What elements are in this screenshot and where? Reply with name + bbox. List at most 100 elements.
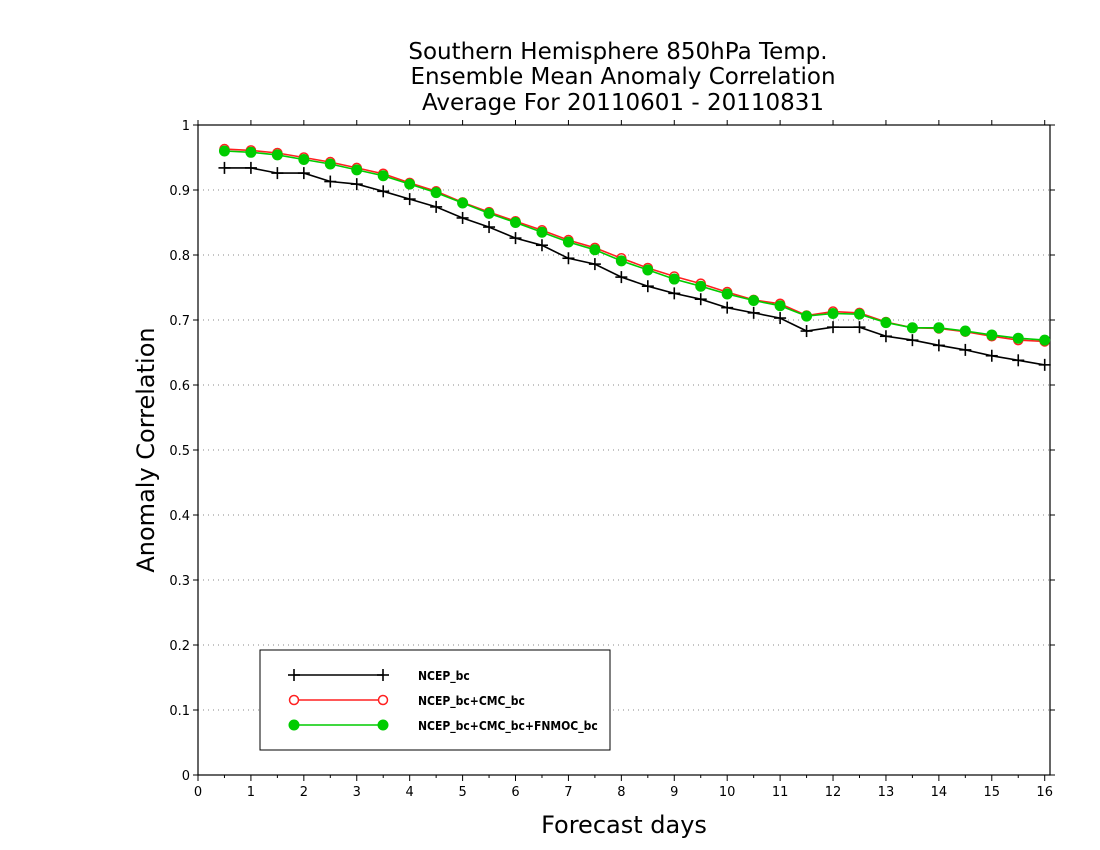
- x-tick-label: 3: [353, 785, 361, 800]
- data-point: [324, 158, 336, 170]
- legend-marker: [288, 694, 300, 706]
- chart-title: Southern Hemisphere 850hPa Temp. Ensembl…: [408, 39, 835, 116]
- data-point: [536, 226, 548, 238]
- x-tick-label: 13: [878, 785, 895, 800]
- x-tick-label: 9: [670, 785, 678, 800]
- data-point: [298, 153, 310, 165]
- y-tick-label: 0.1: [169, 704, 190, 719]
- data-point: [642, 264, 654, 276]
- series-line: [224, 150, 1045, 341]
- y-tick-label: 0.9: [169, 184, 190, 199]
- y-tick-label: 0.8: [169, 249, 190, 264]
- data-point: [483, 207, 495, 219]
- x-tick-label: 11: [772, 785, 789, 800]
- y-tick-label: 0.4: [169, 509, 190, 524]
- data-point: [933, 322, 945, 334]
- legend-item: NCEP_bc: [288, 669, 470, 684]
- data-point: [509, 232, 522, 245]
- data-point: [694, 293, 707, 306]
- x-tick-label: 10: [719, 785, 736, 800]
- series-2: [219, 143, 1050, 347]
- legend-label: NCEP_bc+CMC_bc+FNMOC_bc: [418, 719, 598, 734]
- data-point: [800, 325, 813, 338]
- x-tick-label: 14: [931, 785, 948, 800]
- legend-marker: [377, 669, 389, 681]
- data-point: [986, 329, 998, 341]
- series-line: [224, 148, 1045, 343]
- y-tick-label: 0: [182, 769, 190, 784]
- data-point: [641, 280, 654, 293]
- data-point: [244, 161, 257, 174]
- y-tick-label: 0.7: [169, 314, 190, 329]
- title-line-1: Southern Hemisphere 850hPa Temp.: [408, 39, 827, 65]
- x-tick-label: 16: [1036, 785, 1053, 800]
- x-tick-label: 2: [300, 785, 308, 800]
- data-point: [562, 252, 575, 265]
- data-point: [589, 244, 601, 256]
- data-point: [959, 325, 971, 337]
- x-tick-label: 15: [984, 785, 1001, 800]
- data-point: [245, 146, 257, 158]
- data-point: [1039, 334, 1051, 346]
- x-axis-label: Forecast days: [541, 811, 707, 839]
- data-point: [721, 301, 734, 314]
- x-tick-label: 1: [247, 785, 255, 800]
- data-point: [510, 217, 522, 228]
- legend-label: NCEP_bc: [418, 669, 470, 684]
- data-point: [1012, 332, 1024, 344]
- data-point: [747, 306, 760, 319]
- y-axis-label: Anomaly Correlation: [132, 327, 160, 572]
- data-point: [879, 330, 892, 343]
- data-point: [959, 343, 972, 356]
- data-point: [748, 295, 760, 306]
- data-point: [483, 221, 496, 234]
- data-point: [377, 185, 390, 198]
- data-point: [562, 236, 574, 248]
- series-lines: [218, 143, 1051, 371]
- data-point: [668, 287, 681, 300]
- legend-marker: [377, 719, 389, 731]
- data-point: [535, 239, 548, 252]
- data-point: [827, 308, 839, 319]
- data-point: [906, 334, 919, 347]
- legend-item: NCEP_bc+CMC_bc+FNMOC_bc: [288, 719, 598, 734]
- data-point: [801, 310, 813, 322]
- data-point: [324, 175, 337, 188]
- data-point: [774, 312, 787, 325]
- legend: NCEP_bc NCEP_bc+CMC_bc NCEP_bc+CMC_bc+FNMO…: [259, 649, 611, 751]
- data-point: [297, 167, 310, 180]
- data-point: [932, 339, 945, 352]
- data-point: [906, 322, 918, 334]
- y-tick-label: 0.6: [169, 379, 190, 394]
- data-point: [985, 349, 998, 362]
- x-tick-label: 8: [617, 785, 625, 800]
- series-3: [218, 145, 1051, 346]
- data-point: [430, 200, 443, 213]
- x-tick-label: 7: [564, 785, 572, 800]
- x-tick-label: 4: [406, 785, 414, 800]
- x-tick-label: 12: [825, 785, 842, 800]
- data-point: [457, 197, 469, 209]
- data-point: [880, 317, 892, 329]
- legend-marker: [288, 669, 300, 681]
- x-tick-label: 0: [194, 785, 202, 800]
- x-tick-label: 5: [458, 785, 466, 800]
- data-point: [615, 271, 628, 284]
- data-point: [615, 255, 627, 267]
- data-point: [350, 178, 363, 191]
- data-point: [377, 170, 389, 182]
- series-line: [224, 167, 1045, 366]
- legend-item: NCEP_bc+CMC_bc: [288, 694, 525, 709]
- x-tick-label: 6: [511, 785, 519, 800]
- data-point: [721, 288, 733, 300]
- y-tick-label: 1: [182, 119, 190, 134]
- data-point: [218, 161, 231, 174]
- legend-marker: [377, 694, 389, 706]
- title-line-3: Average For 20110601 - 20110831: [422, 90, 824, 116]
- data-point: [1038, 358, 1051, 371]
- data-point: [695, 280, 707, 292]
- data-point: [774, 300, 786, 312]
- y-tick-label: 0.3: [169, 574, 190, 589]
- legend-label: NCEP_bc+CMC_bc: [418, 694, 525, 709]
